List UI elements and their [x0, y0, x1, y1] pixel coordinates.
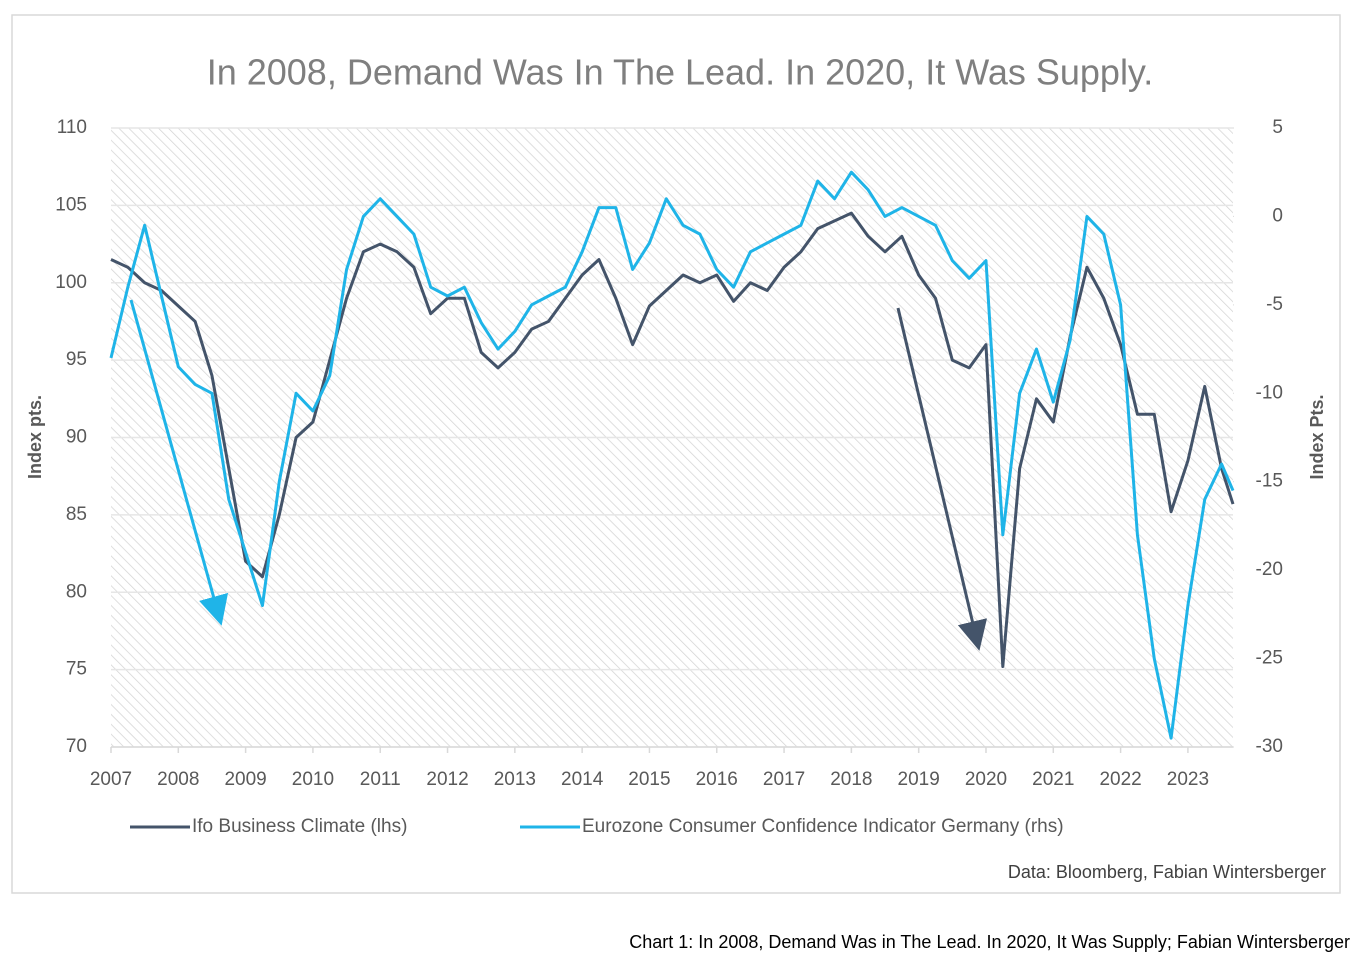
y2-tick-label: 5 [1272, 117, 1283, 138]
y2-tick-label: -5 [1266, 294, 1283, 315]
chart-title: In 2008, Demand Was In The Lead. In 2020… [207, 52, 1154, 93]
y2-tick-label: -20 [1256, 559, 1283, 580]
series-line [109, 170, 1235, 740]
x-tick-label: 2019 [898, 769, 940, 790]
x-tick-label: 2010 [292, 769, 334, 790]
y-tick-label: 100 [55, 272, 87, 293]
x-tick-label: 2009 [224, 769, 266, 790]
y2-tick-label: -30 [1256, 736, 1283, 757]
x-tick-label: 2018 [830, 769, 872, 790]
grid [110, 127, 1234, 753]
y2-tick-label: 0 [1272, 205, 1283, 226]
y-tick-label: 105 [55, 194, 87, 215]
x-tick-label: 2013 [494, 769, 536, 790]
y-tick-label: 90 [66, 427, 87, 448]
y-tick-label: 95 [66, 349, 87, 370]
x-tick-label: 2021 [1032, 769, 1074, 790]
annotation-arrow [896, 307, 988, 651]
y2-tick-label: -15 [1256, 471, 1283, 492]
y-tick-label: 75 [66, 659, 87, 680]
y2-axis-label: Index Pts. [1307, 394, 1327, 479]
x-tick-label: 2016 [696, 769, 738, 790]
y2-tick-label: -25 [1256, 648, 1283, 669]
x-tick-label: 2022 [1099, 769, 1141, 790]
x-tick-label: 2012 [426, 769, 468, 790]
x-tick-label: 2014 [561, 769, 604, 790]
x-tick-label: 2023 [1167, 769, 1209, 790]
y-tick-label: 70 [66, 736, 87, 757]
y-axis-label: Index pts. [25, 395, 45, 479]
y-tick-label: 80 [66, 581, 87, 602]
x-tick-label: 2011 [360, 769, 401, 790]
x-tick-label: 2017 [763, 769, 805, 790]
x-tick-label: 2008 [157, 769, 199, 790]
x-tick-label: 2007 [90, 769, 132, 790]
source-note: Data: Bloomberg, Fabian Wintersberger [1008, 862, 1326, 882]
x-tick-label: 2015 [628, 769, 670, 790]
y-tick-label: 110 [57, 117, 87, 138]
legend-label: Ifo Business Climate (lhs) [192, 816, 407, 837]
lines [109, 170, 1235, 740]
y2-tick-label: -10 [1256, 382, 1283, 403]
legend-label: Eurozone Consumer Confidence Indicator G… [582, 816, 1064, 837]
annotation-arrow [129, 299, 229, 626]
series-line [110, 211, 1235, 669]
y-tick-label: 85 [66, 504, 87, 525]
caption: Chart 1: In 2008, Demand Was in The Lead… [629, 932, 1350, 952]
x-tick-label: 2020 [965, 769, 1007, 790]
